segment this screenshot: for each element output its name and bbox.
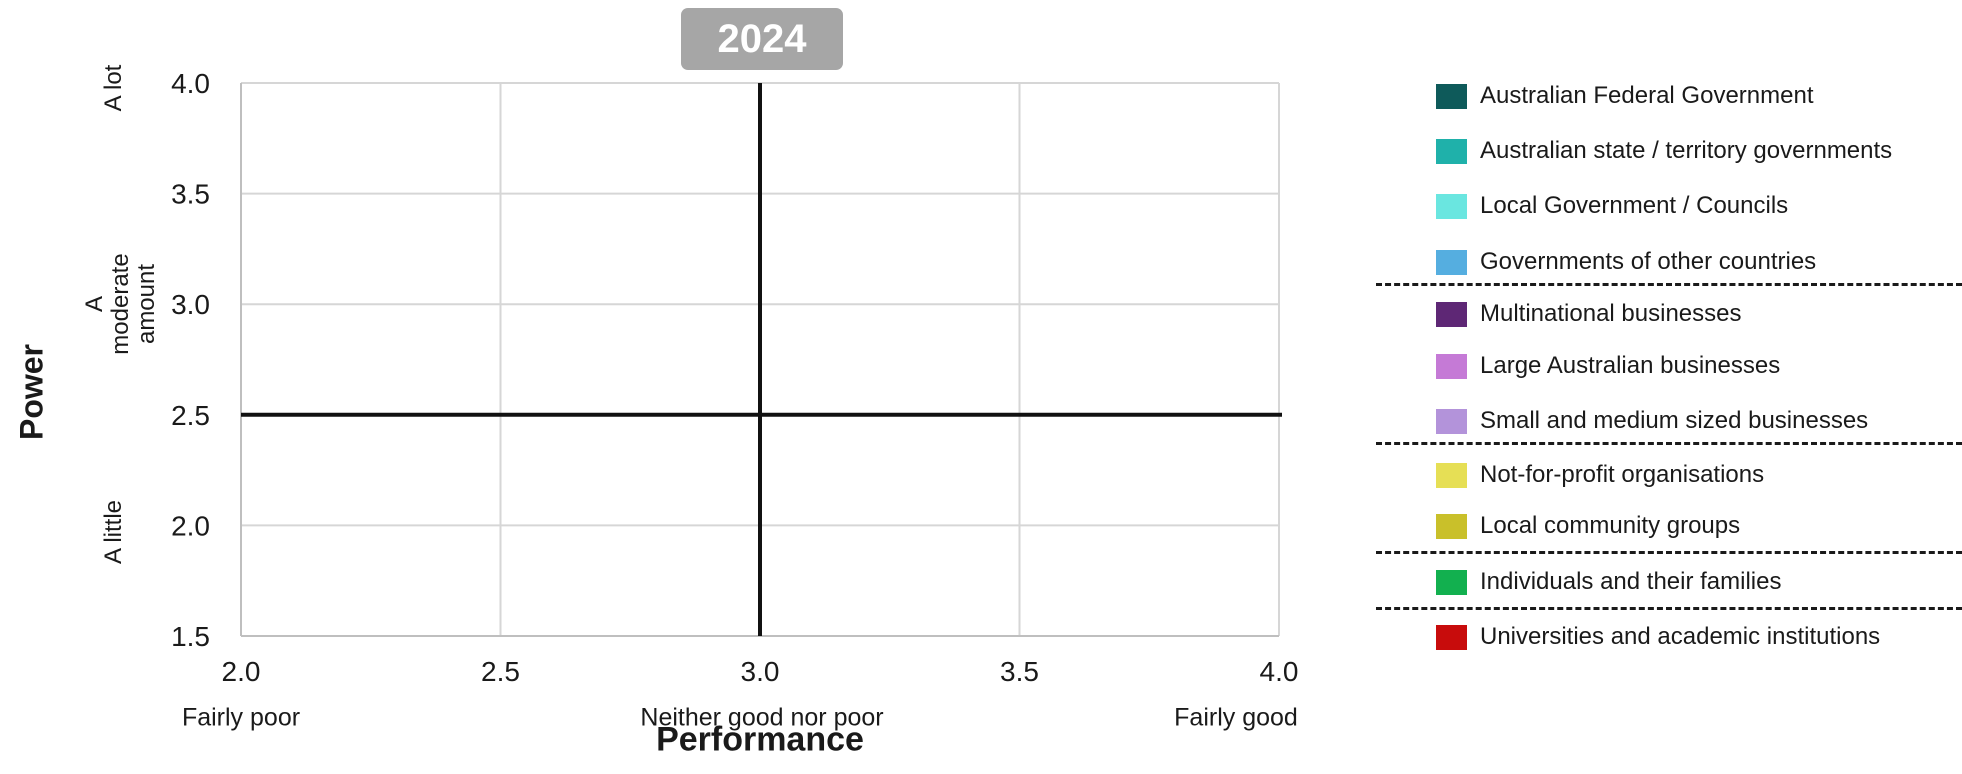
x-tick-label: 3.0 — [741, 656, 780, 687]
legend-label: Large Australian businesses — [1480, 352, 1781, 379]
reference-lines — [241, 83, 1282, 636]
legend-swatch — [1436, 624, 1467, 650]
y-band-label-a-lot: A lot — [100, 64, 127, 112]
legend-item: Individuals and their families — [1436, 567, 1782, 597]
x-band-label-neither-good-nor-poor: Neither good nor poor — [640, 703, 884, 732]
legend-label: Local Government / Councils — [1480, 192, 1789, 219]
y-tick-label: 3.5 — [171, 179, 210, 210]
legend-swatch — [1436, 408, 1467, 434]
y-tick-label: 4.0 — [171, 68, 210, 99]
x-axis-title: Performance — [656, 720, 864, 759]
legend-swatch — [1436, 83, 1467, 109]
legend-item: Australian state / territory governments — [1436, 136, 1892, 166]
y-band-label-a-moderate-amount: A moderate amount — [81, 253, 160, 355]
chart-legend: Australian Federal Government Australian … — [1376, 0, 1962, 774]
y-tick-label: 1.5 — [171, 621, 210, 652]
legend-item: Governments of other countries — [1436, 247, 1816, 277]
legend-label: Australian state / territory governments — [1480, 137, 1893, 164]
x-band-label-fairly-good: Fairly good — [1174, 703, 1298, 732]
x-tick-label: 2.5 — [481, 656, 520, 687]
chart-title: 2024 — [681, 8, 843, 70]
legend-label: Small and medium sized businesses — [1480, 407, 1869, 434]
legend-item: Multinational businesses — [1436, 299, 1741, 329]
x-tick-label: 3.5 — [1000, 656, 1039, 687]
legend-label: Individuals and their families — [1480, 568, 1782, 595]
legend-swatch — [1436, 249, 1467, 275]
x-tick-label: 2.0 — [222, 656, 261, 687]
legend-group-divider — [1376, 442, 1962, 445]
legend-label: Universities and academic institutions — [1480, 623, 1881, 650]
tick-labels: 2.0 2.5 3.0 3.5 4.0 1.5 2.0 2.5 3.0 3.5 4.0 — [171, 68, 1298, 687]
legend-group-divider — [1376, 607, 1962, 610]
x-tick-label: 4.0 — [1260, 656, 1299, 687]
legend-swatch — [1436, 353, 1467, 379]
legend-item: Large Australian businesses — [1436, 351, 1780, 381]
legend-label: Local community groups — [1480, 512, 1741, 539]
legend-label: Multinational businesses — [1480, 300, 1742, 327]
legend-item: Small and medium sized businesses — [1436, 406, 1868, 436]
legend-item: Local Government / Councils — [1436, 191, 1788, 221]
legend-group-divider — [1376, 551, 1962, 554]
legend-item: Local community groups — [1436, 511, 1740, 541]
legend-item: Not-for-profit organisations — [1436, 460, 1764, 490]
legend-swatch — [1436, 301, 1467, 327]
y-axis-title: Power — [13, 343, 50, 441]
y-tick-label: 2.0 — [171, 510, 210, 541]
legend-label: Governments of other countries — [1480, 248, 1817, 275]
legend-group-divider — [1376, 283, 1962, 286]
legend-swatch — [1436, 193, 1467, 219]
y-tick-label: 2.5 — [171, 400, 210, 431]
legend-item: Universities and academic institutions — [1436, 622, 1880, 652]
y-band-label-a-little: A little — [100, 499, 127, 565]
legend-swatch — [1436, 138, 1467, 164]
legend-swatch — [1436, 569, 1467, 595]
y-tick-label: 3.0 — [171, 289, 210, 320]
x-band-label-fairly-poor: Fairly poor — [181, 703, 301, 732]
legend-label: Australian Federal Government — [1480, 82, 1814, 109]
legend-swatch — [1436, 513, 1467, 539]
legend-item: Australian Federal Government — [1436, 81, 1814, 111]
legend-label: Not-for-profit organisations — [1480, 461, 1765, 488]
legend-swatch — [1436, 462, 1467, 488]
